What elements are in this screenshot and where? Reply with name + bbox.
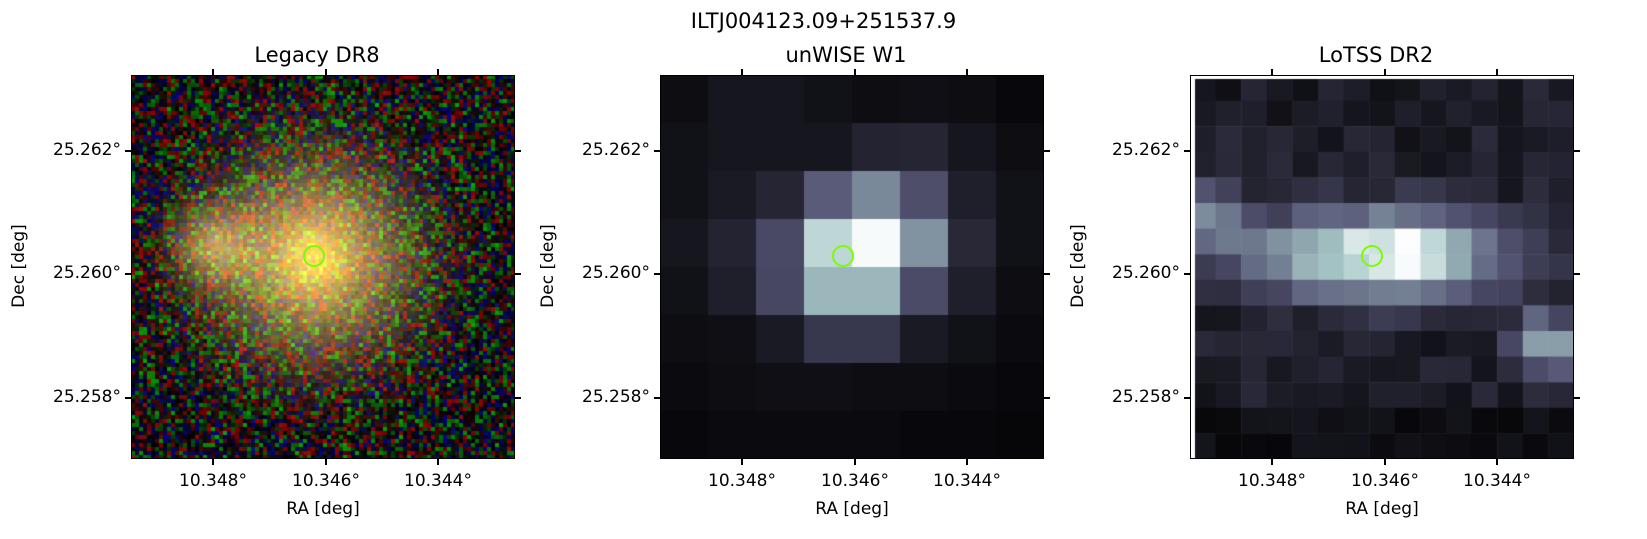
y-tick-mark: [515, 397, 521, 399]
y-tick-mark: [1184, 397, 1190, 399]
panel-legacy-title: Legacy DR8: [254, 43, 380, 67]
x-tick-label: 10.344°: [933, 471, 1001, 491]
x-tick-label: 10.344°: [404, 471, 472, 491]
y-tick-label: 25.260°: [1112, 263, 1180, 283]
target-marker: [303, 245, 325, 267]
y-tick-mark: [654, 273, 660, 275]
y-tick-mark: [125, 273, 131, 275]
panel-unwise-image: [660, 75, 1044, 459]
y-tick-mark: [125, 150, 131, 152]
x-tick-label: 10.346°: [821, 471, 889, 491]
y-tick-mark: [654, 150, 660, 152]
y-tick-mark: [515, 150, 521, 152]
x-tick-label: 10.346°: [1351, 471, 1419, 491]
y-tick-mark: [1574, 150, 1580, 152]
panel-lotss-image: [1190, 75, 1574, 459]
x-tick-mark: [1271, 69, 1273, 75]
y-tick-label: 25.260°: [53, 263, 121, 283]
x-axis-label: RA [deg]: [1345, 499, 1419, 519]
y-tick-mark: [1574, 397, 1580, 399]
x-axis-label: RA [deg]: [286, 499, 360, 519]
x-tick-mark: [854, 459, 856, 465]
panel-legacy-image: [131, 75, 515, 459]
y-tick-label: 25.258°: [53, 387, 121, 407]
x-axis-label: RA [deg]: [815, 499, 889, 519]
y-tick-label: 25.262°: [582, 140, 650, 160]
y-tick-label: 25.258°: [582, 387, 650, 407]
x-tick-mark: [1271, 459, 1273, 465]
y-tick-mark: [1184, 273, 1190, 275]
panel-unwise-title: unWISE W1: [785, 43, 907, 67]
y-axis-label: Dec [deg]: [538, 224, 558, 308]
x-tick-mark: [741, 69, 743, 75]
y-tick-label: 25.260°: [582, 263, 650, 283]
x-tick-mark: [966, 69, 968, 75]
y-tick-mark: [125, 397, 131, 399]
x-tick-mark: [325, 459, 327, 465]
x-tick-mark: [741, 459, 743, 465]
x-tick-label: 10.348°: [1238, 471, 1306, 491]
y-tick-mark: [1574, 273, 1580, 275]
y-axis-label: Dec [deg]: [1068, 224, 1088, 308]
y-tick-mark: [1184, 150, 1190, 152]
x-tick-mark: [966, 459, 968, 465]
x-tick-label: 10.348°: [708, 471, 776, 491]
y-tick-label: 25.262°: [53, 140, 121, 160]
figure-title: ILTJ004123.09+251537.9: [690, 9, 957, 33]
y-tick-label: 25.258°: [1112, 387, 1180, 407]
x-tick-mark: [437, 459, 439, 465]
panel-lotss-title: LoTSS DR2: [1318, 43, 1434, 67]
y-axis-label: Dec [deg]: [9, 224, 29, 308]
x-tick-mark: [1496, 459, 1498, 465]
target-marker: [1361, 245, 1383, 267]
y-tick-mark: [1044, 150, 1050, 152]
y-tick-mark: [515, 273, 521, 275]
x-tick-mark: [325, 69, 327, 75]
x-tick-mark: [437, 69, 439, 75]
x-tick-mark: [212, 69, 214, 75]
x-tick-mark: [1384, 69, 1386, 75]
y-tick-mark: [1044, 273, 1050, 275]
x-tick-mark: [1384, 459, 1386, 465]
x-tick-mark: [1496, 69, 1498, 75]
x-tick-mark: [212, 459, 214, 465]
y-tick-mark: [654, 397, 660, 399]
x-tick-label: 10.346°: [292, 471, 360, 491]
x-tick-label: 10.344°: [1463, 471, 1531, 491]
y-tick-label: 25.262°: [1112, 140, 1180, 160]
x-tick-mark: [854, 69, 856, 75]
y-tick-mark: [1044, 397, 1050, 399]
target-marker: [832, 245, 854, 267]
x-tick-label: 10.348°: [179, 471, 247, 491]
